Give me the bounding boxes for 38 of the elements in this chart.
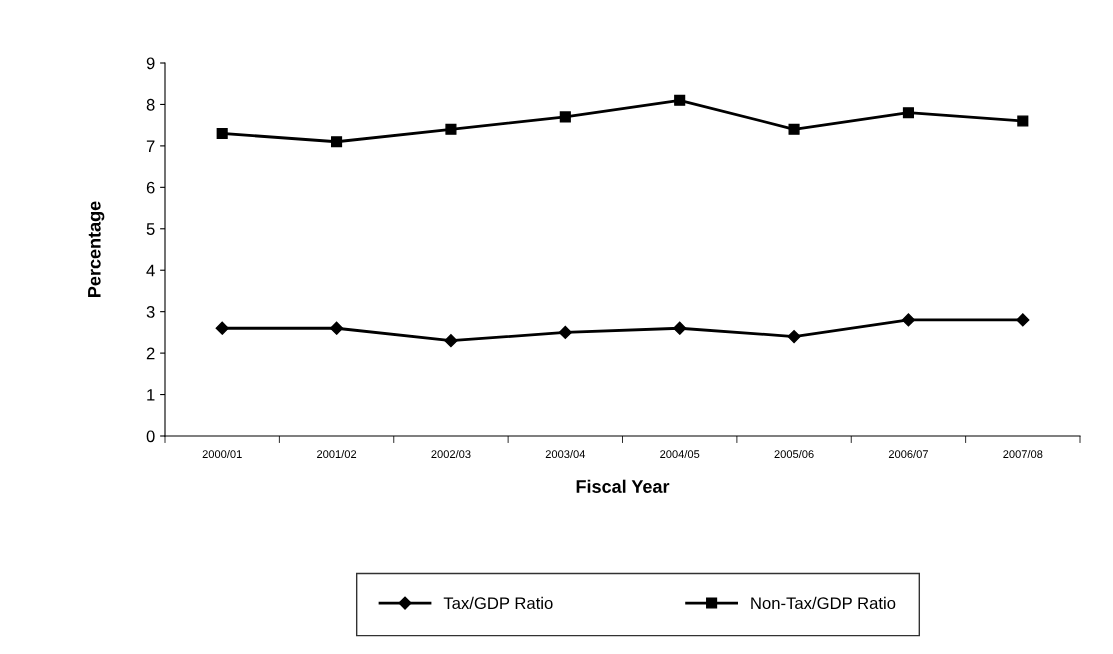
point [331, 136, 343, 148]
y-tick-label: 6 [146, 181, 155, 194]
point [329, 321, 344, 335]
point [788, 123, 800, 135]
point [787, 329, 801, 344]
x-tick-label: 2000/01 [202, 449, 242, 459]
x-tick-label: 2001/02 [317, 449, 357, 459]
y-tick-label: 0 [146, 430, 155, 443]
point [215, 321, 229, 335]
y-tick-label: 5 [146, 223, 155, 235]
x-tick-label: 2004/05 [660, 449, 700, 459]
y-tick-label: 3 [146, 306, 155, 318]
legend-label: Non-Tax/GDP Ratio [751, 596, 896, 610]
x-tick-label: 2006/07 [888, 449, 928, 459]
y-axis-title: Percentage [88, 201, 105, 297]
legend-label: Tax/GDP Ratio [443, 596, 553, 610]
point [1016, 313, 1030, 327]
y-tick-label: 4 [146, 264, 155, 277]
point [902, 107, 914, 119]
point [673, 321, 687, 335]
point [1017, 115, 1029, 127]
point [901, 313, 916, 327]
y-tick-label: 7 [146, 140, 155, 152]
y-tick-label: 9 [146, 57, 155, 70]
x-tick-label: 2002/03 [431, 449, 471, 459]
y-tick-label: 1 [147, 389, 155, 401]
x-tick-label: 2007/08 [1003, 449, 1043, 459]
point [559, 111, 571, 123]
x-axis-title: Fiscal Year [576, 479, 670, 493]
y-tick-label: 8 [146, 98, 155, 111]
point [558, 325, 572, 339]
point [444, 334, 458, 348]
point [674, 94, 686, 106]
y-tick-label: 2 [146, 347, 155, 360]
point [216, 127, 228, 140]
x-tick-label: 2005/06 [774, 449, 814, 459]
point [445, 123, 457, 135]
x-tick-label: 2003/04 [545, 449, 586, 459]
